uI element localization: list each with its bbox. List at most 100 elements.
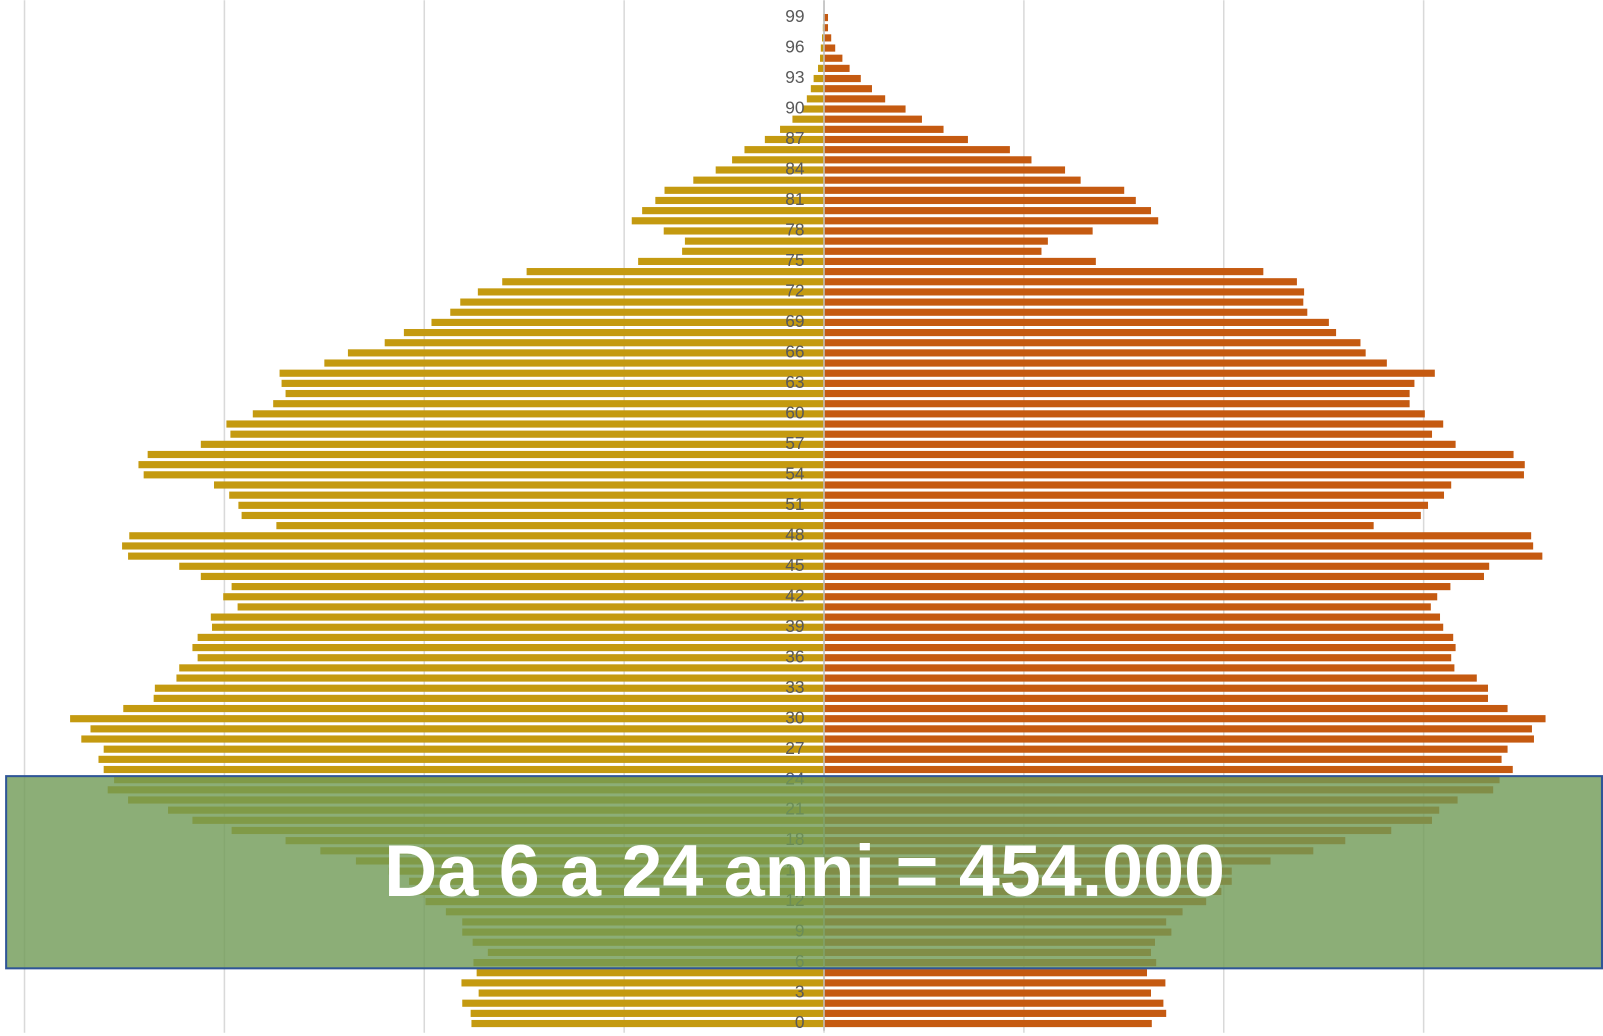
bar <box>824 196 1136 205</box>
bar <box>824 552 1543 560</box>
bar <box>732 156 825 164</box>
bar <box>824 146 1010 154</box>
bar <box>824 74 861 83</box>
bar <box>384 339 825 347</box>
bar <box>824 298 1304 306</box>
y-tick-label: 96 <box>785 37 804 57</box>
y-tick-label: 54 <box>785 463 805 483</box>
bar <box>143 471 825 479</box>
bar <box>824 95 886 103</box>
bar <box>792 115 825 123</box>
bar <box>477 288 825 296</box>
y-tick-label: 30 <box>785 707 804 727</box>
bar <box>824 217 1159 225</box>
bar <box>824 268 1264 276</box>
bar <box>824 755 1502 763</box>
bar <box>90 725 825 733</box>
bar <box>450 308 825 316</box>
bar <box>820 54 825 62</box>
y-tick-label: 48 <box>785 524 804 544</box>
bar <box>123 704 825 713</box>
bar <box>824 522 1374 530</box>
y-tick-label: 0 <box>795 1012 805 1032</box>
bar <box>153 694 825 702</box>
bar <box>197 633 825 641</box>
y-tick-label: 63 <box>785 372 804 392</box>
bar <box>824 999 1164 1007</box>
y-tick-label: 75 <box>785 250 804 270</box>
y-tick-label: 87 <box>785 128 804 148</box>
bar <box>81 735 825 743</box>
bar <box>824 450 1514 459</box>
bar <box>824 105 906 113</box>
bar <box>200 572 825 581</box>
bar <box>226 420 825 428</box>
bar <box>684 237 825 245</box>
y-tick-label: 42 <box>785 585 804 605</box>
y-tick-label: 99 <box>785 6 804 26</box>
bar <box>238 501 825 509</box>
y-tick-label: 93 <box>785 67 804 87</box>
bar <box>810 85 825 93</box>
bar <box>824 440 1456 448</box>
bar <box>693 176 825 184</box>
highlight-box <box>5 775 1603 970</box>
bar <box>824 166 1066 174</box>
bar <box>824 237 1048 245</box>
bar <box>824 115 922 123</box>
bar <box>129 532 825 540</box>
bar <box>824 379 1415 387</box>
y-tick-label: 57 <box>785 433 804 453</box>
bar <box>824 603 1431 611</box>
y-tick-label: 81 <box>785 189 804 209</box>
bar <box>663 227 825 235</box>
bar <box>780 125 825 133</box>
bar <box>824 308 1308 316</box>
bar <box>824 1009 1167 1017</box>
bar <box>154 684 825 692</box>
bar <box>460 298 825 306</box>
bar <box>824 969 1148 977</box>
bar <box>824 54 843 62</box>
bar <box>802 105 825 113</box>
bar <box>824 278 1297 286</box>
bar <box>764 135 825 144</box>
bar <box>223 593 825 601</box>
bar <box>822 34 825 42</box>
bar <box>462 999 825 1007</box>
y-tick-label: 51 <box>785 494 804 514</box>
bar <box>824 979 1166 987</box>
bar <box>824 491 1445 499</box>
bar <box>655 196 825 205</box>
bar <box>824 247 1042 255</box>
y-tick-label: 39 <box>785 616 804 636</box>
bar <box>824 328 1337 337</box>
bar <box>824 989 1152 997</box>
bar <box>664 186 825 194</box>
y-tick-label: 72 <box>785 281 804 301</box>
bar <box>824 13 829 22</box>
bar <box>824 359 1387 367</box>
bar <box>179 664 825 672</box>
bar <box>824 471 1524 479</box>
bar <box>824 85 872 93</box>
bar <box>824 349 1366 357</box>
bar <box>98 755 825 763</box>
bar <box>237 603 825 611</box>
y-tick-label: 45 <box>785 555 804 575</box>
bar <box>824 176 1081 184</box>
bar <box>824 125 944 133</box>
bar <box>70 715 825 723</box>
bar <box>279 369 825 377</box>
annotation-box: Da 6 a 24 anni = 454.000 <box>5 775 1603 970</box>
bar <box>824 583 1451 591</box>
bar <box>824 501 1429 509</box>
bar <box>147 450 825 459</box>
y-tick-label: 3 <box>795 982 805 1002</box>
bar <box>824 613 1441 621</box>
bar <box>824 704 1508 713</box>
y-tick-label: 90 <box>785 98 804 118</box>
bar <box>824 765 1513 774</box>
bar <box>824 654 1452 662</box>
